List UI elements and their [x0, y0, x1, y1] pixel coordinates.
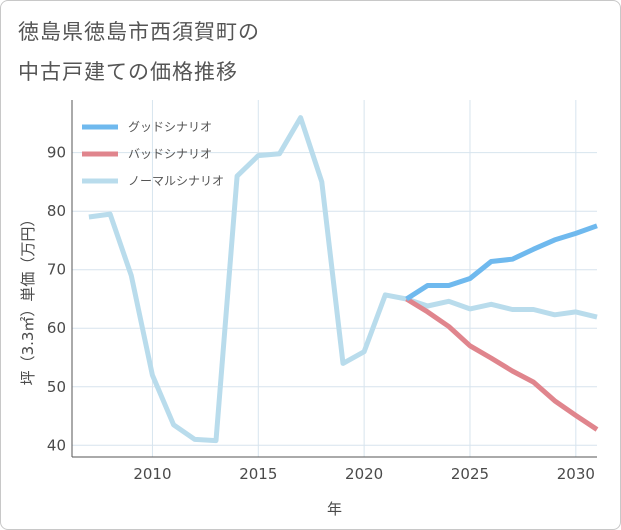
legend-label-bad: バッドシナリオ — [128, 147, 212, 161]
x-tick-label: 2025 — [451, 465, 489, 483]
x-tick-label: 2015 — [239, 465, 277, 483]
x-tick-label: 2030 — [557, 465, 595, 483]
legend-label-good: グッドシナリオ — [128, 120, 212, 134]
series-lines — [88, 115, 599, 444]
x-tick-label: 2010 — [133, 465, 171, 483]
series-line-bad — [405, 296, 599, 432]
series-line-good — [405, 223, 598, 302]
y-axis-label: 坪（3.3㎡）単価（万円） — [19, 212, 37, 386]
x-tick-label: 2020 — [345, 465, 383, 483]
y-tick-label: 70 — [47, 261, 66, 279]
chart-title-line-1: 徳島県徳島市西須賀町の — [18, 20, 260, 44]
series-line-normal — [88, 115, 598, 444]
y-tick-label: 50 — [47, 378, 66, 396]
legend-label-normal: ノーマルシナリオ — [128, 174, 224, 188]
y-tick-label: 40 — [47, 436, 66, 454]
axes — [71, 100, 597, 458]
y-tick-label: 80 — [47, 202, 66, 220]
tick-labels: 40 50 60 70 80 90 2010 2015 2020 2025 2030 — [47, 144, 595, 483]
y-tick-label: 90 — [47, 144, 66, 162]
x-axis-label: 年 — [327, 500, 342, 518]
y-tick-label: 60 — [47, 319, 66, 337]
chart-title-line-2: 中古戸建ての価格推移 — [18, 60, 238, 84]
